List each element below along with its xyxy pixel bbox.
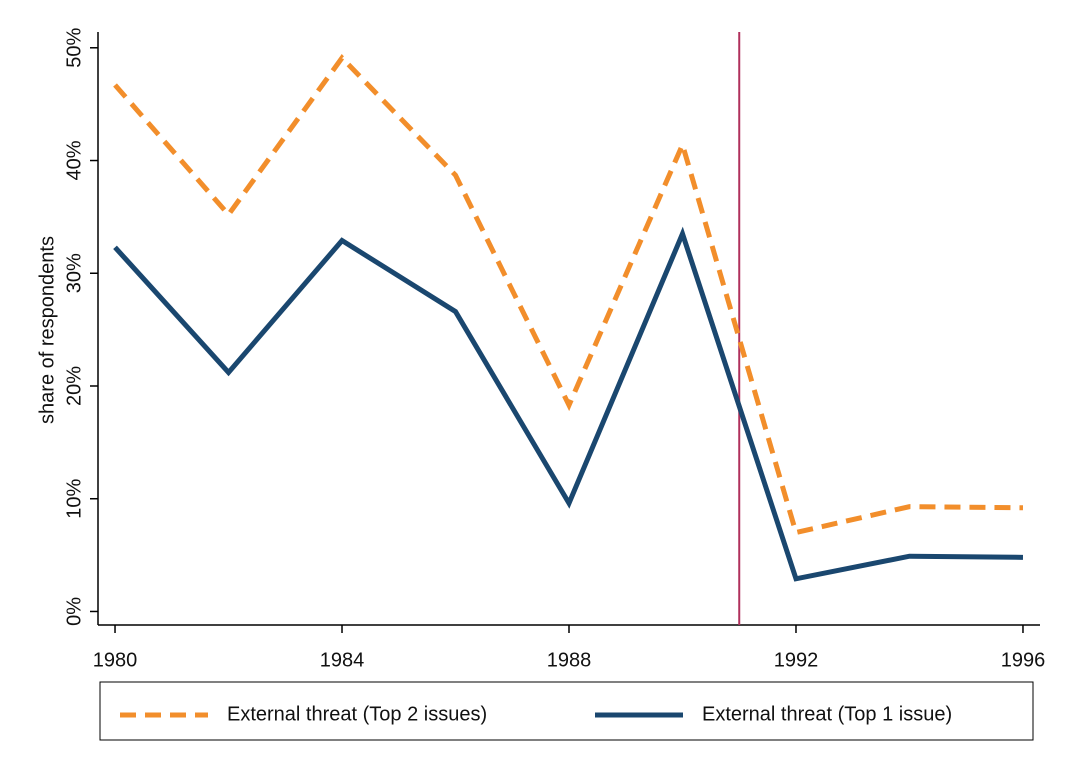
legend-label: External threat (Top 1 issue) bbox=[702, 703, 952, 725]
x-tick-label: 1992 bbox=[774, 649, 819, 671]
x-tick-label: 1988 bbox=[547, 649, 592, 671]
x-tick-label: 1984 bbox=[320, 649, 365, 671]
y-tick-label: 0% bbox=[63, 597, 85, 626]
y-tick-label: 30% bbox=[63, 253, 85, 293]
series-line bbox=[113, 54, 1024, 536]
x-tick-label: 1980 bbox=[93, 649, 138, 671]
y-axis-label: share of respondents bbox=[36, 236, 58, 424]
y-tick-label: 50% bbox=[63, 28, 85, 68]
y-tick-label: 40% bbox=[63, 140, 85, 180]
legend-box bbox=[99, 681, 1034, 741]
series-line bbox=[113, 226, 1024, 582]
x-tick-label: 1996 bbox=[1001, 649, 1046, 671]
legend-label: External threat (Top 2 issues) bbox=[227, 703, 487, 725]
y-tick-label: 10% bbox=[63, 479, 85, 519]
y-tick-label: 20% bbox=[63, 366, 85, 406]
